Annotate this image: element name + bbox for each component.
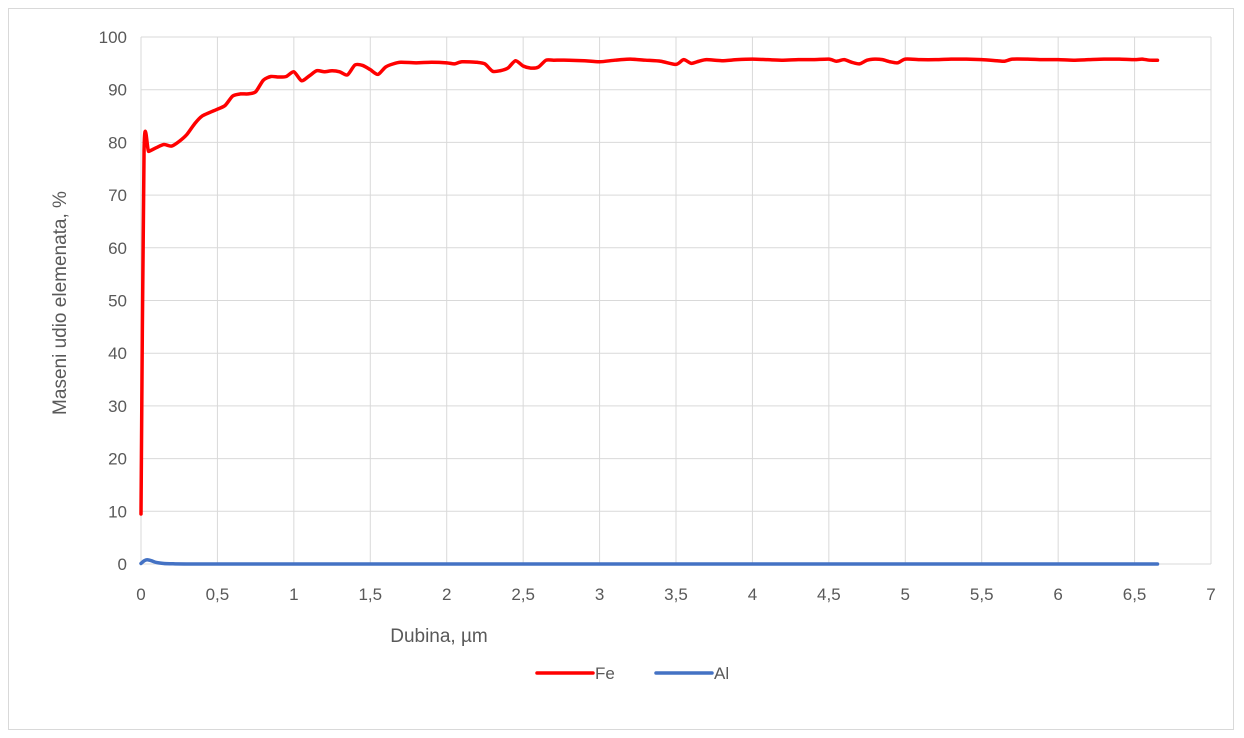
x-tick-label: 5,5 xyxy=(970,585,994,604)
series-line-al xyxy=(139,558,1160,566)
y-tick-label: 90 xyxy=(108,81,127,100)
y-tick-label: 60 xyxy=(108,239,127,258)
y-tick-label: 40 xyxy=(108,344,127,363)
y-tick-label: 100 xyxy=(99,28,127,47)
x-tick-label: 2 xyxy=(442,585,451,604)
legend-label-fe: Fe xyxy=(595,664,615,683)
line-chart: 0 10 20 30 40 50 60 70 80 90 100 0 0,5 1 1,5 2 2,5 3 3,5 4 4… xyxy=(50,28,1216,683)
x-tick-label: 1,5 xyxy=(358,585,382,604)
y-tick-label: 0 xyxy=(118,555,127,574)
y-tick-label: 10 xyxy=(108,502,127,521)
x-tick-label: 4 xyxy=(748,585,757,604)
y-axis-title: Maseni udio elemenata, % xyxy=(50,191,71,415)
x-tick-label: 3,5 xyxy=(664,585,688,604)
legend-label-al: Al xyxy=(714,664,729,683)
y-tick-label: 80 xyxy=(108,133,127,152)
x-axis-title: Dubina, µm xyxy=(390,626,488,647)
tick-labels: 0 10 20 30 40 50 60 70 80 90 100 0 0,5 1 1,5 2 2,5 3 3,5 4 4… xyxy=(99,28,1216,604)
chart-frame: 0 10 20 30 40 50 60 70 80 90 100 0 0,5 1 1,5 2 2,5 3 3,5 4 4… xyxy=(8,8,1234,730)
x-tick-label: 0 xyxy=(136,585,145,604)
x-tick-label: 0,5 xyxy=(206,585,230,604)
y-tick-label: 20 xyxy=(108,450,127,469)
y-tick-label: 30 xyxy=(108,397,127,416)
grid xyxy=(140,36,1212,565)
x-tick-label: 6,5 xyxy=(1123,585,1147,604)
legend: Fe Al xyxy=(535,664,729,683)
x-tick-label: 2,5 xyxy=(511,585,535,604)
y-tick-label: 50 xyxy=(108,292,127,311)
x-tick-label: 3 xyxy=(595,585,604,604)
x-tick-label: 5 xyxy=(901,585,910,604)
x-tick-label: 4,5 xyxy=(817,585,841,604)
y-tick-label: 70 xyxy=(108,186,127,205)
series-line-fe xyxy=(139,57,1160,516)
series xyxy=(139,57,1160,566)
x-tick-label: 7 xyxy=(1206,585,1215,604)
x-tick-label: 6 xyxy=(1053,585,1062,604)
x-tick-label: 1 xyxy=(289,585,298,604)
